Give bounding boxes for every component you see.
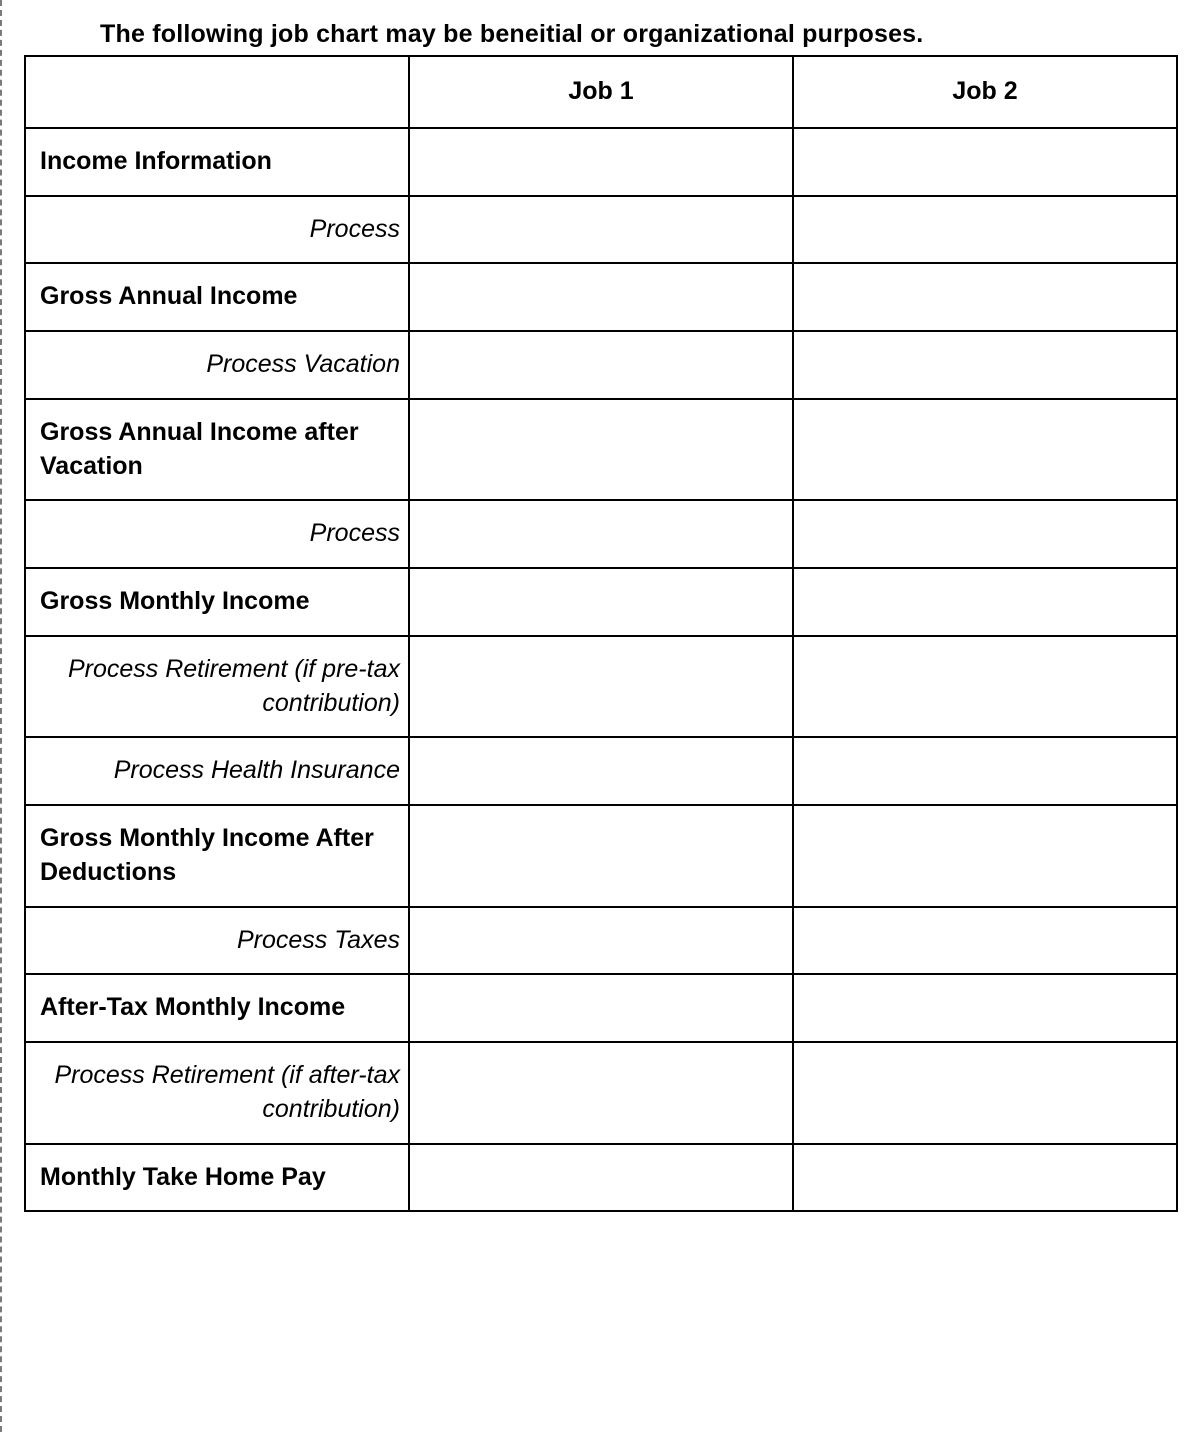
row-job1 bbox=[409, 1144, 793, 1212]
row-label: Process bbox=[25, 196, 409, 264]
row-job1 bbox=[409, 737, 793, 805]
row-job2 bbox=[793, 907, 1177, 975]
row-job2 bbox=[793, 500, 1177, 568]
row-label: Gross Annual Income after Vacation bbox=[25, 399, 409, 501]
row-label: Monthly Take Home Pay bbox=[25, 1144, 409, 1212]
table-row: Gross Annual Income after Vacation bbox=[25, 399, 1177, 501]
row-label: Gross Annual Income bbox=[25, 263, 409, 331]
table-row: Gross Annual Income bbox=[25, 263, 1177, 331]
row-job1 bbox=[409, 263, 793, 331]
row-job2 bbox=[793, 636, 1177, 738]
row-job2 bbox=[793, 263, 1177, 331]
row-label: Income Information bbox=[25, 128, 409, 196]
row-label: Process Vacation bbox=[25, 331, 409, 399]
row-job1 bbox=[409, 1042, 793, 1144]
row-job1 bbox=[409, 805, 793, 907]
row-job1 bbox=[409, 500, 793, 568]
table-header-row: Job 1 Job 2 bbox=[25, 56, 1177, 128]
row-job2 bbox=[793, 1144, 1177, 1212]
row-job2 bbox=[793, 974, 1177, 1042]
job-chart-table: Job 1 Job 2 Income Information Process G… bbox=[24, 55, 1178, 1212]
table-row: Gross Monthly Income bbox=[25, 568, 1177, 636]
row-label: Process Retirement (if after-tax contrib… bbox=[25, 1042, 409, 1144]
row-job1 bbox=[409, 128, 793, 196]
row-label: Gross Monthly Income After Deductions bbox=[25, 805, 409, 907]
row-job2 bbox=[793, 128, 1177, 196]
row-job1 bbox=[409, 196, 793, 264]
row-job2 bbox=[793, 399, 1177, 501]
row-job1 bbox=[409, 568, 793, 636]
table-row: Gross Monthly Income After Deductions bbox=[25, 805, 1177, 907]
table-header-blank bbox=[25, 56, 409, 128]
table-row: Process bbox=[25, 500, 1177, 568]
table-header-job1: Job 1 bbox=[409, 56, 793, 128]
table-row: Monthly Take Home Pay bbox=[25, 1144, 1177, 1212]
page-container: The following job chart may be beneitial… bbox=[0, 0, 1200, 1432]
row-label: Gross Monthly Income bbox=[25, 568, 409, 636]
row-job2 bbox=[793, 568, 1177, 636]
row-label: After-Tax Monthly Income bbox=[25, 974, 409, 1042]
row-label: Process bbox=[25, 500, 409, 568]
table-row: After-Tax Monthly Income bbox=[25, 974, 1177, 1042]
table-row: Process Retirement (if pre-tax contribut… bbox=[25, 636, 1177, 738]
row-job2 bbox=[793, 805, 1177, 907]
row-label: Process Health Insurance bbox=[25, 737, 409, 805]
row-job1 bbox=[409, 331, 793, 399]
table-row: Process Taxes bbox=[25, 907, 1177, 975]
table-row: Process Health Insurance bbox=[25, 737, 1177, 805]
table-row: Process bbox=[25, 196, 1177, 264]
row-job2 bbox=[793, 737, 1177, 805]
row-job1 bbox=[409, 907, 793, 975]
table-row: Process Vacation bbox=[25, 331, 1177, 399]
row-label: Process Taxes bbox=[25, 907, 409, 975]
row-job1 bbox=[409, 974, 793, 1042]
row-label: Process Retirement (if pre-tax contribut… bbox=[25, 636, 409, 738]
table-row: Income Information bbox=[25, 128, 1177, 196]
page-title: The following job chart may be beneitial… bbox=[24, 20, 1178, 55]
row-job1 bbox=[409, 636, 793, 738]
table-row: Process Retirement (if after-tax contrib… bbox=[25, 1042, 1177, 1144]
row-job2 bbox=[793, 196, 1177, 264]
row-job2 bbox=[793, 1042, 1177, 1144]
table-header-job2: Job 2 bbox=[793, 56, 1177, 128]
row-job2 bbox=[793, 331, 1177, 399]
row-job1 bbox=[409, 399, 793, 501]
